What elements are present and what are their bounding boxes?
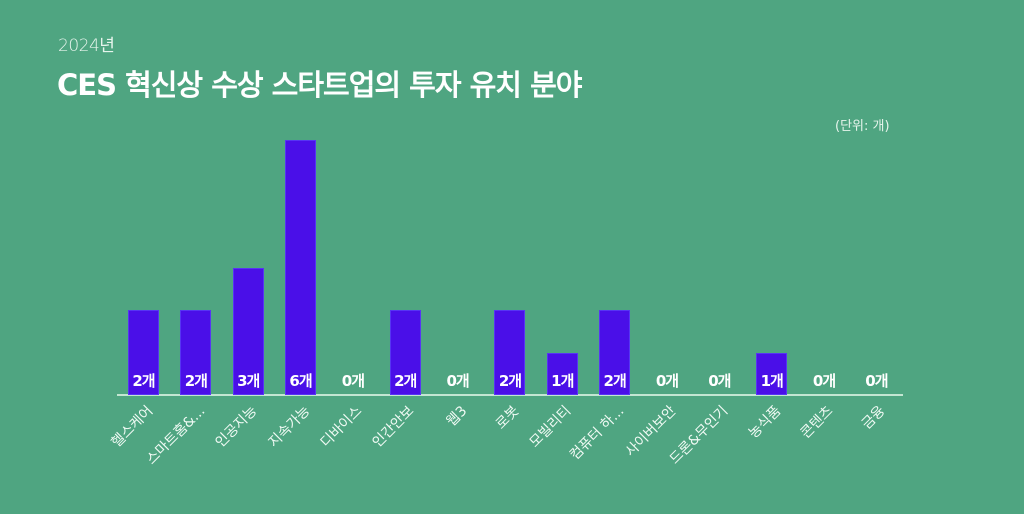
x-axis-tick-label: 로봇 (492, 403, 523, 433)
x-axis-tick-label: 컴퓨터 하... (566, 403, 628, 464)
bar-value-label: 2개 (498, 372, 522, 390)
bar-value-label: 0개 (655, 372, 679, 390)
bar-value-label: 2개 (132, 372, 155, 390)
bar (546, 352, 578, 395)
bar-value-label: 2개 (184, 372, 208, 390)
x-axis-tick-label: 사이버보안 (622, 403, 680, 460)
bar-value-label: 1개 (551, 372, 574, 390)
bar-value-label: 2개 (394, 372, 417, 390)
bar-value-label: 3개 (237, 372, 260, 390)
x-axis-tick-label: 모빌리티 (526, 403, 575, 451)
bar (389, 310, 421, 395)
bar-value-label: 0개 (865, 372, 888, 390)
bar (494, 310, 526, 395)
chart-title: CES 혁신상 수상 스타트업의 투자 유치 분야 (57, 68, 582, 102)
bar (756, 352, 788, 395)
x-axis-line (117, 394, 903, 396)
bar (232, 267, 264, 395)
bar-value-label: 1개 (760, 372, 784, 390)
bar (599, 310, 631, 395)
x-axis-tick-label: 스마트홈&... (143, 403, 209, 468)
unit-label: (단위: 개) (835, 119, 890, 134)
x-axis-tick-label: 웹3 (443, 403, 470, 430)
x-axis-tick-label: 지속가능 (265, 403, 313, 451)
x-axis-tick-label: 헬스케어 (108, 403, 156, 451)
bar (128, 310, 159, 395)
bar (180, 310, 212, 395)
x-axis-tick-label: 드론&무인기 (667, 403, 732, 468)
bar (285, 140, 317, 395)
x-axis-tick-label: 콘텐츠 (797, 403, 837, 442)
x-axis-tick-label: 인간안보 (369, 403, 418, 451)
x-axis-tick-label: 금융 (859, 403, 889, 433)
bar-value-label: 2개 (603, 372, 627, 390)
bar-value-label: 0개 (446, 372, 469, 390)
bar-value-label: 0개 (341, 372, 365, 390)
x-axis-tick-label: 인공지능 (212, 403, 261, 451)
bar-value-label: 0개 (812, 372, 836, 390)
bar-value-label: 6개 (289, 372, 312, 390)
bar-value-label: 0개 (708, 372, 731, 390)
chart-subtitle: 2024년 (58, 36, 115, 56)
x-axis-tick-label: 농식품 (745, 403, 785, 442)
x-axis-tick-label: 디바이스 (317, 403, 366, 451)
